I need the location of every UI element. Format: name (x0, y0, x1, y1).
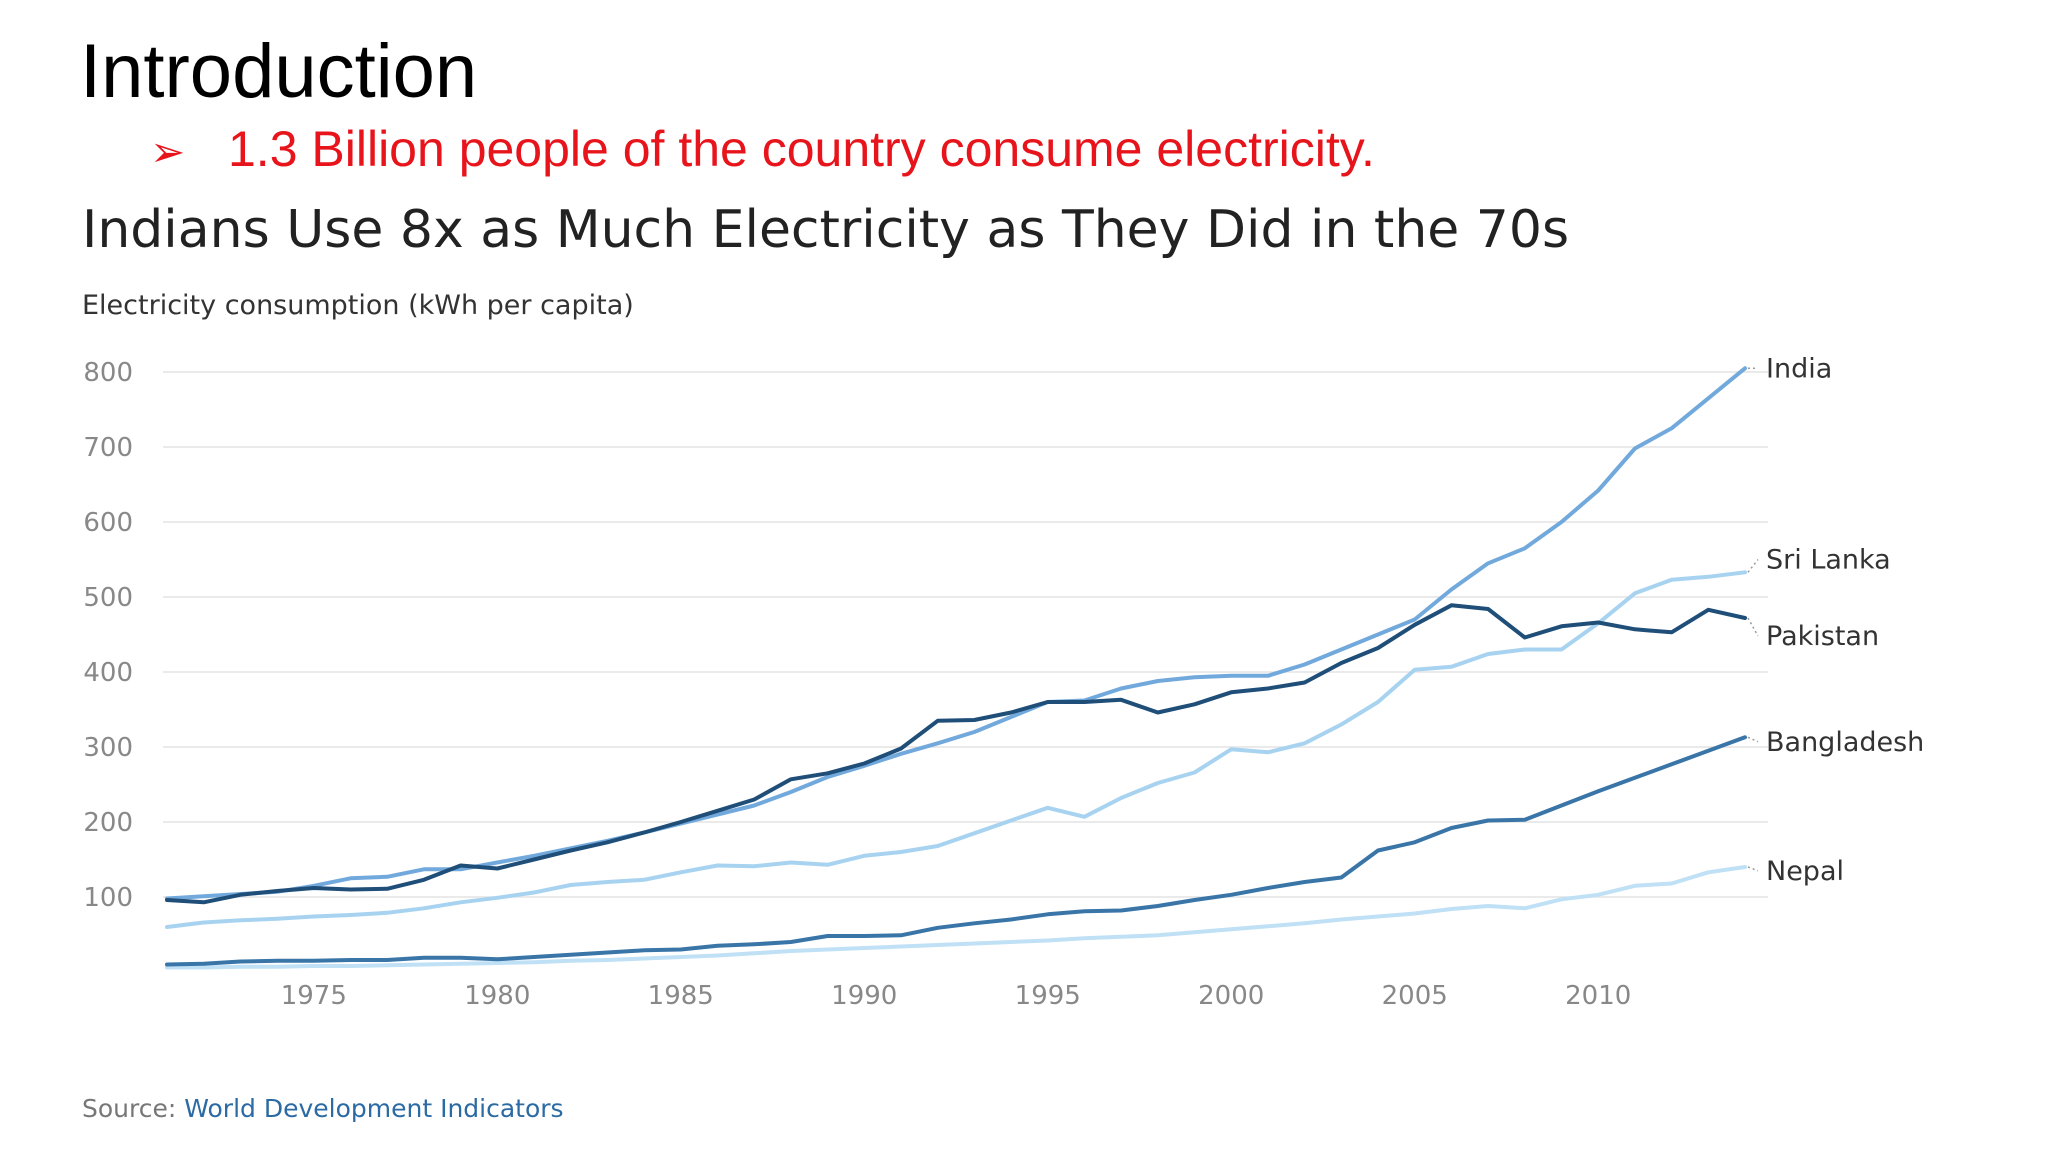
bullet-text: 1.3 Billion people of the country consum… (228, 121, 1375, 177)
y-axis-ticks: 100 200 300 400 500 600 700 800 (83, 358, 133, 913)
x-tick-label: 1975 (281, 981, 347, 1011)
series-line-pakistan (165, 603, 1747, 905)
slide-title: Introduction (80, 29, 478, 114)
y-tick-label: 700 (83, 433, 133, 463)
x-tick-label: 1985 (648, 981, 714, 1011)
series-line-sri-lanka (165, 570, 1747, 929)
series-leader (1747, 559, 1759, 573)
y-tick-label: 600 (83, 508, 133, 538)
y-axis-label: Electricity consumption (kWh per capita) (82, 290, 634, 321)
series-label-sri-lanka: Sri Lanka (1766, 545, 1891, 576)
series-label-nepal: Nepal (1766, 856, 1844, 887)
y-tick-label: 400 (83, 658, 133, 688)
source-link[interactable]: World Development Indicators (184, 1094, 564, 1123)
y-tick-label: 500 (83, 583, 133, 613)
y-tick-label: 100 (83, 883, 133, 913)
source-note: Source: World Development Indicators (82, 1094, 564, 1123)
x-tick-label: 2010 (1565, 981, 1631, 1011)
grid-lines (163, 371, 1768, 898)
series-leader (1747, 736, 1759, 743)
series-label-india: India (1766, 353, 1832, 384)
x-tick-label: 2000 (1198, 981, 1264, 1011)
x-tick-label: 1980 (464, 981, 530, 1011)
x-tick-label: 1995 (1015, 981, 1081, 1011)
y-tick-label: 200 (83, 808, 133, 838)
y-tick-label: 300 (83, 733, 133, 763)
series-labels: India Sri Lanka Pakistan Bangladesh Nepal (1747, 353, 1924, 887)
series-label-pakistan: Pakistan (1766, 621, 1879, 652)
series-lines (165, 366, 1747, 970)
x-tick-label: 1990 (831, 981, 897, 1011)
x-tick-label: 2005 (1382, 981, 1448, 1011)
series-leader (1747, 617, 1759, 637)
bullet-arrow-icon: ➢ (150, 128, 186, 175)
chart-title: Indians Use 8x as Much Electricity as Th… (82, 200, 1570, 260)
series-line-nepal (165, 865, 1747, 970)
series-label-bangladesh: Bangladesh (1766, 727, 1924, 758)
series-line-bangladesh (165, 735, 1747, 967)
bullet-item: ➢ 1.3 Billion people of the country consu… (150, 118, 1375, 183)
series-line-india (165, 366, 1747, 901)
x-axis-ticks: 1975 1980 1985 1990 1995 2000 2005 2010 (281, 981, 1632, 1011)
series-leader (1747, 866, 1759, 872)
y-tick-label: 800 (83, 358, 133, 388)
source-prefix: Source: (82, 1094, 177, 1123)
